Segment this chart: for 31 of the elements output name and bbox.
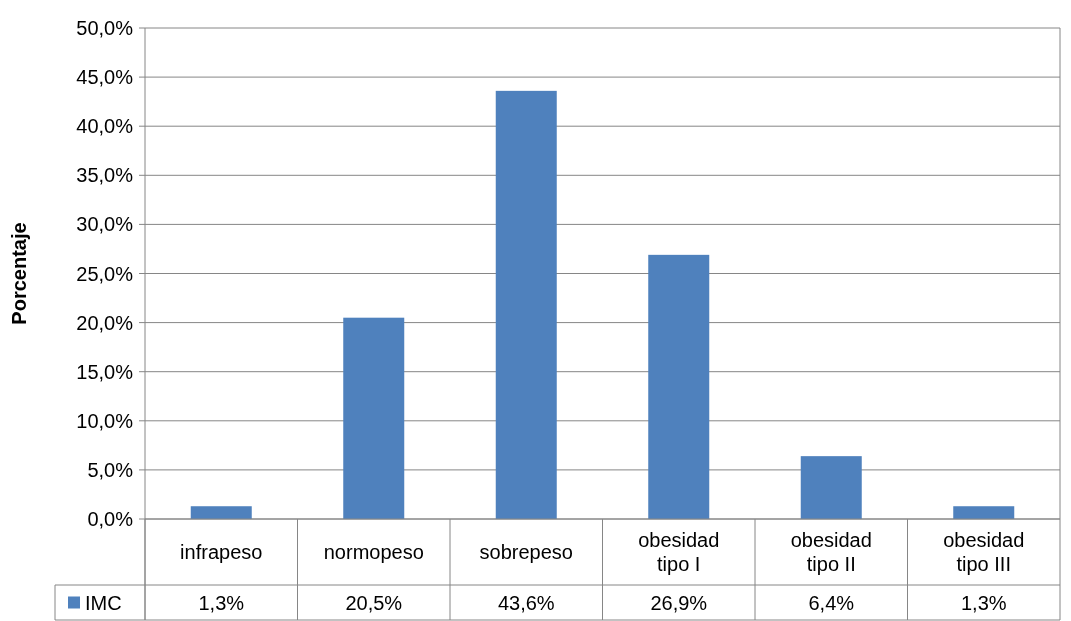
data-label: 1,3%: [198, 591, 245, 614]
bar: [495, 90, 557, 519]
data-label: 6,4%: [808, 591, 855, 614]
y-tick-label: 25,0%: [76, 262, 134, 285]
x-tick-label: normopeso: [323, 541, 424, 563]
y-tick-label: 5,0%: [87, 458, 134, 481]
x-tick-label: sobrepeso: [479, 541, 573, 563]
bar: [648, 254, 710, 519]
y-tick-label: 45,0%: [76, 66, 134, 89]
x-tick-label: infrapeso: [180, 541, 263, 563]
y-tick-label: 35,0%: [76, 164, 134, 187]
y-tick-label: 50,0%: [76, 17, 134, 39]
y-axis-title: Porcentaje: [8, 222, 30, 325]
bar: [190, 506, 252, 519]
data-label: 20,5%: [345, 591, 403, 614]
y-tick-label: 30,0%: [76, 213, 134, 236]
data-label: 1,3%: [960, 591, 1007, 614]
y-tick-label: 10,0%: [76, 409, 134, 432]
x-tick-label: obesidad tipo II: [790, 529, 872, 575]
y-tick-label: 15,0%: [76, 360, 134, 383]
y-tick-label: 0,0%: [87, 508, 134, 530]
y-tick-label: 20,0%: [76, 311, 134, 334]
x-tick-label: obesidad tipo III: [943, 529, 1025, 575]
bar: [953, 506, 1015, 519]
legend-label: IMC: [85, 591, 122, 614]
data-label: 26,9%: [650, 591, 708, 614]
y-tick-label: 40,0%: [76, 115, 134, 138]
bar: [343, 317, 405, 519]
x-tick-label: obesidad tipo I: [638, 529, 720, 575]
data-label: 43,6%: [497, 591, 555, 614]
bar: [800, 456, 862, 519]
